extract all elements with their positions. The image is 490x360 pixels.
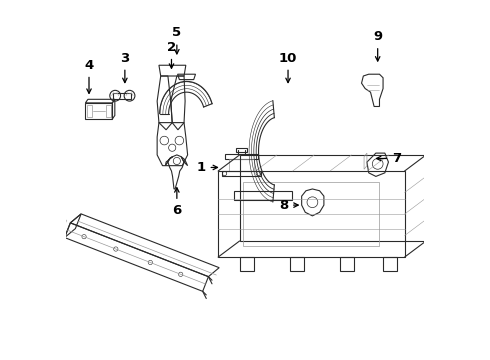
Text: 8: 8	[279, 199, 298, 212]
Text: 6: 6	[172, 188, 181, 217]
Text: 5: 5	[172, 27, 181, 54]
Text: 7: 7	[376, 152, 401, 165]
Text: 9: 9	[373, 30, 382, 61]
Text: 1: 1	[196, 161, 218, 174]
Text: 10: 10	[279, 51, 297, 82]
Text: 2: 2	[167, 41, 176, 68]
Text: 3: 3	[120, 51, 129, 82]
Text: 4: 4	[84, 59, 94, 93]
